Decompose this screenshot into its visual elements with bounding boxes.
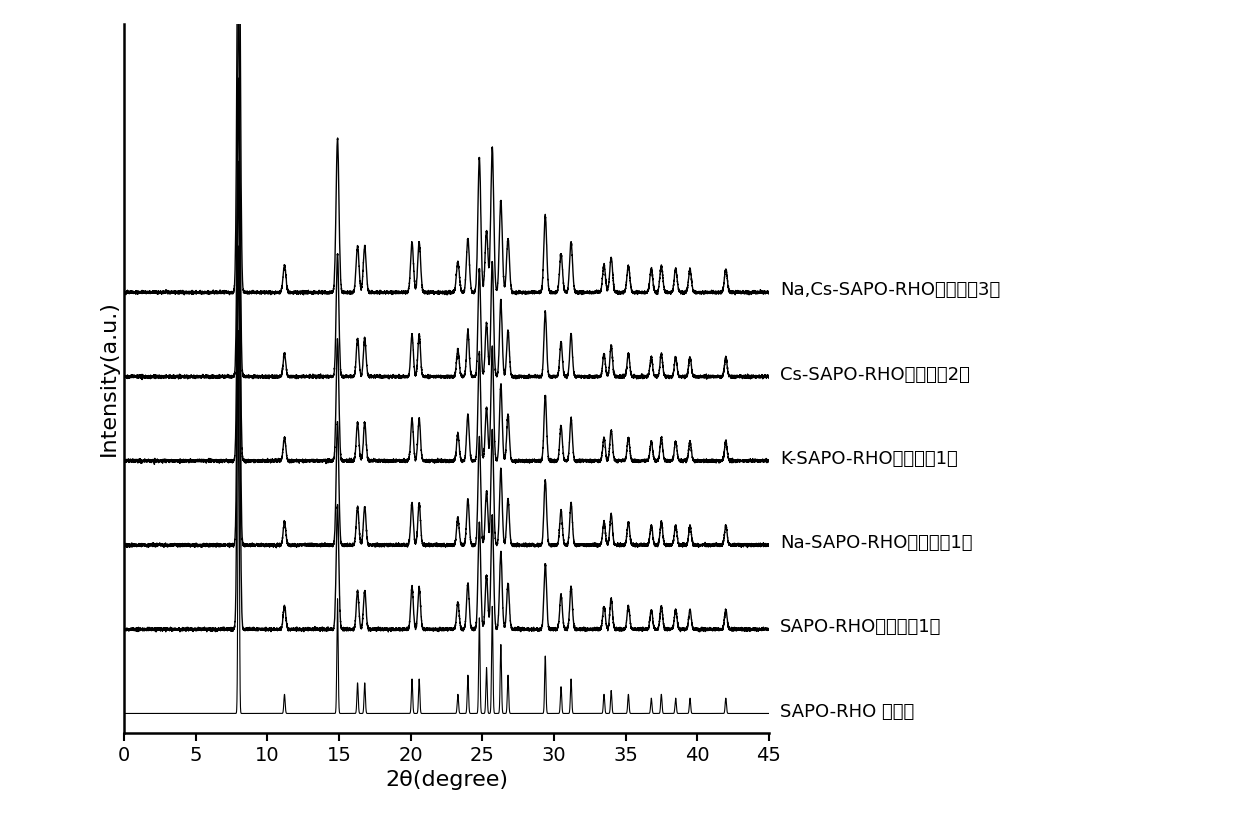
X-axis label: 2θ(degree): 2θ(degree) bbox=[384, 770, 508, 790]
Text: Na,Cs-SAPO-RHO（实施例3）: Na,Cs-SAPO-RHO（实施例3） bbox=[780, 282, 1001, 300]
Text: SAPO-RHO（实施例1）: SAPO-RHO（实施例1） bbox=[780, 619, 941, 637]
Y-axis label: Intensity(a.u.): Intensity(a.u.) bbox=[98, 300, 119, 457]
Text: K-SAPO-RHO（对比例1）: K-SAPO-RHO（对比例1） bbox=[780, 450, 957, 468]
Text: Na-SAPO-RHO（实施例1）: Na-SAPO-RHO（实施例1） bbox=[780, 534, 972, 552]
Text: SAPO-RHO 模拟图: SAPO-RHO 模拟图 bbox=[780, 702, 914, 720]
Text: Cs-SAPO-RHO（实施例2）: Cs-SAPO-RHO（实施例2） bbox=[780, 365, 970, 383]
